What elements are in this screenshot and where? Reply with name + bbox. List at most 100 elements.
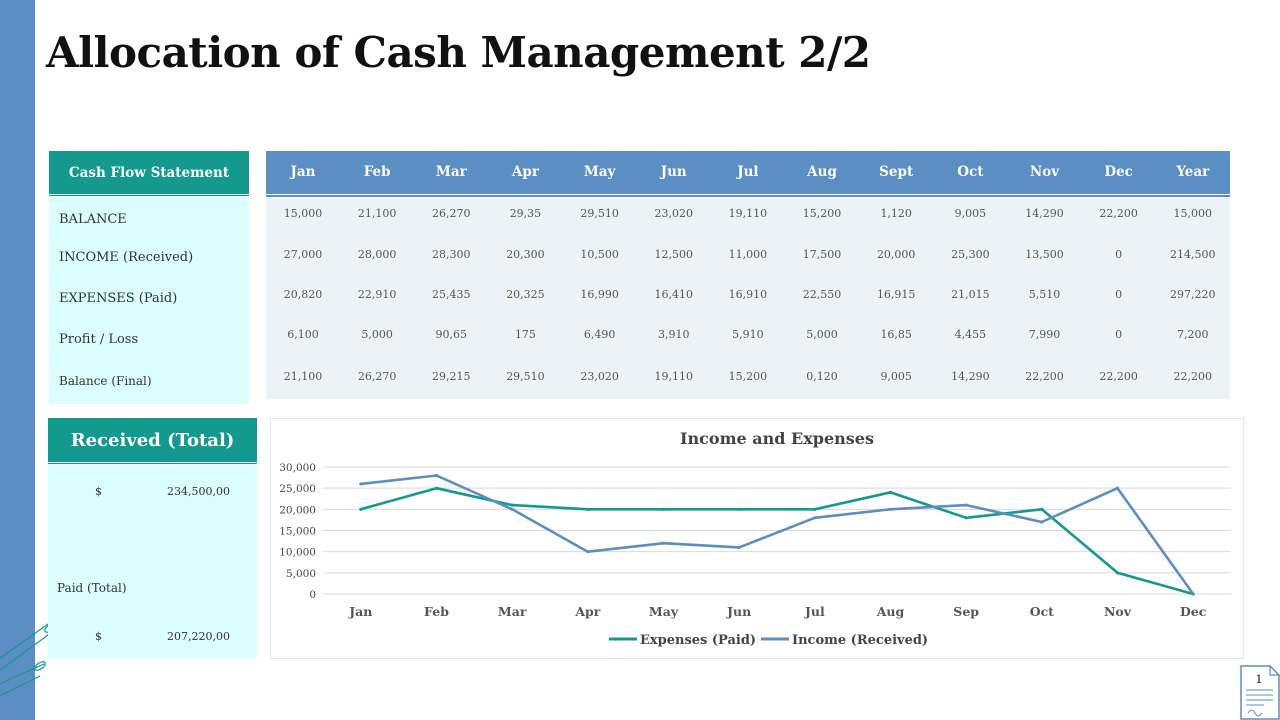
x-tick-label: Dec <box>1180 604 1207 619</box>
data-point <box>889 491 892 494</box>
table-cell: 15,200 <box>711 370 785 383</box>
table-cell: 22,910 <box>340 288 414 301</box>
table-cell: 15,200 <box>785 207 859 220</box>
paid-total-label: Paid (Total) <box>57 581 127 595</box>
data-point <box>965 516 968 519</box>
table-cell: 16,990 <box>563 288 637 301</box>
x-tick-label: Jun <box>726 604 751 619</box>
table-cell: 9,005 <box>933 207 1007 220</box>
data-point <box>889 508 892 511</box>
table-cell: 16,410 <box>637 288 711 301</box>
paid-currency: $ <box>95 630 102 643</box>
data-point <box>1192 592 1195 595</box>
table-cell: 28,300 <box>414 248 488 261</box>
data-point <box>1116 571 1119 574</box>
page-title: Allocation of Cash Management 2/2 <box>46 28 871 77</box>
table-cell: 1,120 <box>859 207 933 220</box>
row-label-balance: BALANCE <box>59 212 127 227</box>
table-cell: 214,500 <box>1156 248 1230 261</box>
month-header: Apr <box>488 151 562 194</box>
table-cell: 21,015 <box>933 288 1007 301</box>
table-cell: 175 <box>488 328 562 341</box>
table-cell: 23,020 <box>637 207 711 220</box>
line-chart: Income and Expenses 0 5,000 10,000 15,000 20,… <box>270 418 1244 659</box>
month-header: Oct <box>933 151 1007 194</box>
data-point <box>662 542 665 545</box>
table-cell: 10,500 <box>563 248 637 261</box>
table-cell: 29,510 <box>563 207 637 220</box>
table-cell: 20,325 <box>488 288 562 301</box>
table-cell: 29,35 <box>488 207 562 220</box>
table-cell: 0 <box>1082 248 1156 261</box>
data-point <box>738 546 741 549</box>
received-currency: $ <box>95 485 102 498</box>
data-point <box>435 487 438 490</box>
data-point <box>435 474 438 477</box>
data-point <box>586 550 589 553</box>
table-cell: 12,500 <box>637 248 711 261</box>
table-cell: 15,000 <box>266 207 340 220</box>
table-cell: 3,910 <box>637 328 711 341</box>
table-cell: 22,200 <box>1082 370 1156 383</box>
table-cell: 22,200 <box>1156 370 1230 383</box>
table-cell: 26,270 <box>340 370 414 383</box>
data-point <box>1040 520 1043 523</box>
cash-flow-header: Cash Flow Statement <box>49 151 249 197</box>
table-cell: 26,270 <box>414 207 488 220</box>
series-line-0 <box>361 488 1193 594</box>
chart-title: Income and Expenses <box>680 429 874 448</box>
table-cell: 22,200 <box>1008 370 1082 383</box>
table-cell: 0 <box>1082 288 1156 301</box>
data-point <box>511 504 514 507</box>
table-cell: 6,100 <box>266 328 340 341</box>
series-line-1 <box>361 476 1193 595</box>
data-point <box>586 508 589 511</box>
data-point <box>738 508 741 511</box>
month-header: Jun <box>637 151 711 194</box>
table-row: 27,000 28,000 28,300 20,300 10,500 12,500 11,0… <box>266 248 1230 268</box>
data-point <box>511 508 514 511</box>
table-cell: 0 <box>1082 328 1156 341</box>
data-point <box>813 508 816 511</box>
table-cell: 5,910 <box>711 328 785 341</box>
x-tick-label: Feb <box>424 604 449 619</box>
table-cell: 20,300 <box>488 248 562 261</box>
y-tick-label: 25,000 <box>279 483 316 495</box>
table-cell: 21,100 <box>340 207 414 220</box>
table-cell: 6,490 <box>563 328 637 341</box>
table-cell: 11,000 <box>711 248 785 261</box>
table-cell: 23,020 <box>563 370 637 383</box>
x-tick-label: Nov <box>1104 604 1132 619</box>
table-row: 20,820 22,910 25,435 20,325 16,990 16,410 16,9… <box>266 288 1230 308</box>
table-cell: 28,000 <box>340 248 414 261</box>
table-cell: 25,300 <box>933 248 1007 261</box>
table-row: 6,100 5,000 90,65 175 6,490 3,910 5,910 5,000 16… <box>266 328 1230 348</box>
y-tick-label: 15,000 <box>279 526 316 538</box>
table-cell: 297,220 <box>1156 288 1230 301</box>
x-tick-label: Aug <box>876 604 905 619</box>
table-cell: 22,550 <box>785 288 859 301</box>
y-tick-label: 30,000 <box>279 462 316 474</box>
table-cell: 17,500 <box>785 248 859 261</box>
table-row: 15,000 21,100 26,270 29,35 29,510 23,020 19,11… <box>266 207 1230 227</box>
table-cell: 5,000 <box>785 328 859 341</box>
table-cell: 19,110 <box>637 370 711 383</box>
table-cell: 14,290 <box>933 370 1007 383</box>
table-row: 21,100 26,270 29,215 29,510 23,020 19,110 15,2… <box>266 370 1230 390</box>
y-tick-label: 10,000 <box>279 547 316 559</box>
legend-label: Income (Received) <box>792 633 928 648</box>
x-tick-label: Sep <box>953 604 979 619</box>
table-cell: 29,510 <box>488 370 562 383</box>
table-cell: 9,005 <box>859 370 933 383</box>
month-header: Jan <box>266 151 340 194</box>
table-cell: 7,200 <box>1156 328 1230 341</box>
totals-panel: Received (Total) $ 234,500,00 Paid (Tota… <box>48 418 257 658</box>
received-total-header: Received (Total) <box>48 418 257 465</box>
chart-svg: Income and Expenses 0 5,000 10,000 15,000 20,… <box>271 419 1245 660</box>
table-cell: 27,000 <box>266 248 340 261</box>
table-cell: 5,510 <box>1008 288 1082 301</box>
table-cell: 19,110 <box>711 207 785 220</box>
x-tick-label: Apr <box>574 604 600 619</box>
month-header: Mar <box>414 151 488 194</box>
table-cell: 22,200 <box>1082 207 1156 220</box>
